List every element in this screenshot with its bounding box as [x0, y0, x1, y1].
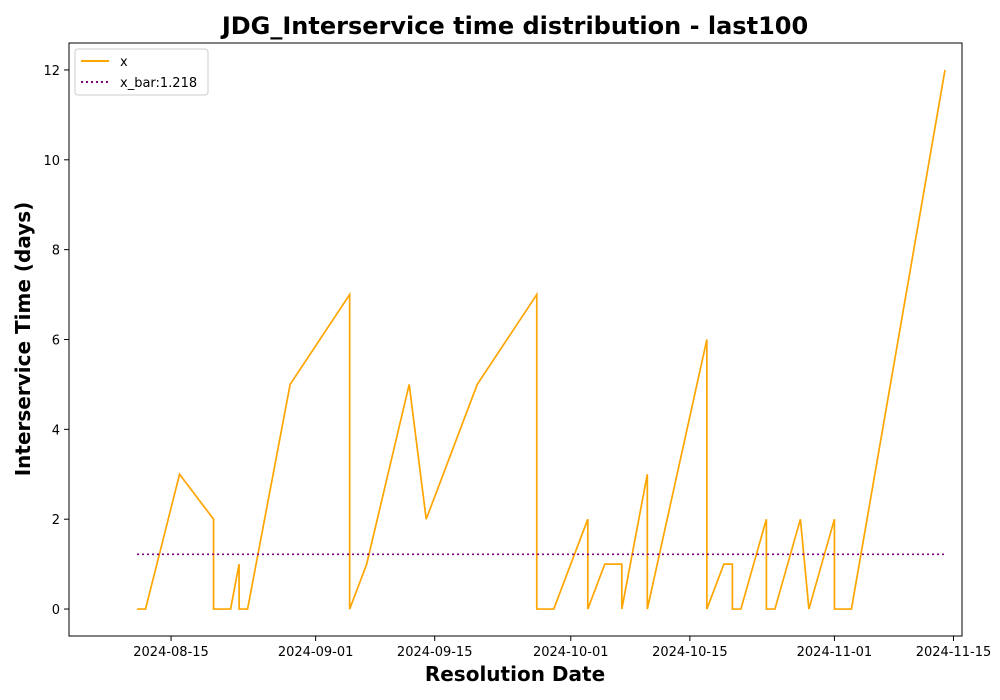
x-tick-label: 2024-10-15: [652, 645, 728, 660]
x-tick-label: 2024-08-15: [133, 645, 209, 660]
x-axis-label: Resolution Date: [425, 662, 605, 686]
chart-title: JDG_Interservice time distribution - las…: [220, 12, 808, 40]
x-tick-label: 2024-11-01: [797, 645, 873, 660]
x-axis-ticks: 2024-08-15 2024-09-01 2024-09-15 2024-10-01…: [133, 636, 991, 660]
y-tick-label: 10: [43, 154, 60, 169]
series-layer: [137, 69, 946, 610]
y-tick-label: 0: [52, 603, 60, 618]
plot-area: [68, 42, 963, 637]
y-tick-label: 4: [52, 423, 60, 438]
legend-label-x-bar: x_bar:1.218: [120, 76, 197, 91]
legend: x x_bar:1.218: [74, 48, 209, 96]
x-tick-label: 2024-09-15: [397, 645, 473, 660]
y-tick-label: 8: [52, 244, 60, 259]
x-tick-label: 2024-10-01: [533, 645, 609, 660]
x-tick-label: 2024-11-15: [916, 645, 992, 660]
y-tick-label: 12: [43, 64, 60, 79]
y-axis-ticks: 0 2 4 6 8 10 12: [43, 64, 69, 618]
y-tick-label: 2: [52, 513, 60, 528]
y-tick-label: 6: [52, 334, 60, 349]
legend-label-x: x: [120, 55, 128, 70]
y-axis-label: Interservice Time (days): [11, 202, 35, 477]
series-line-x: [137, 69, 946, 610]
x-tick-label: 2024-09-01: [278, 645, 354, 660]
